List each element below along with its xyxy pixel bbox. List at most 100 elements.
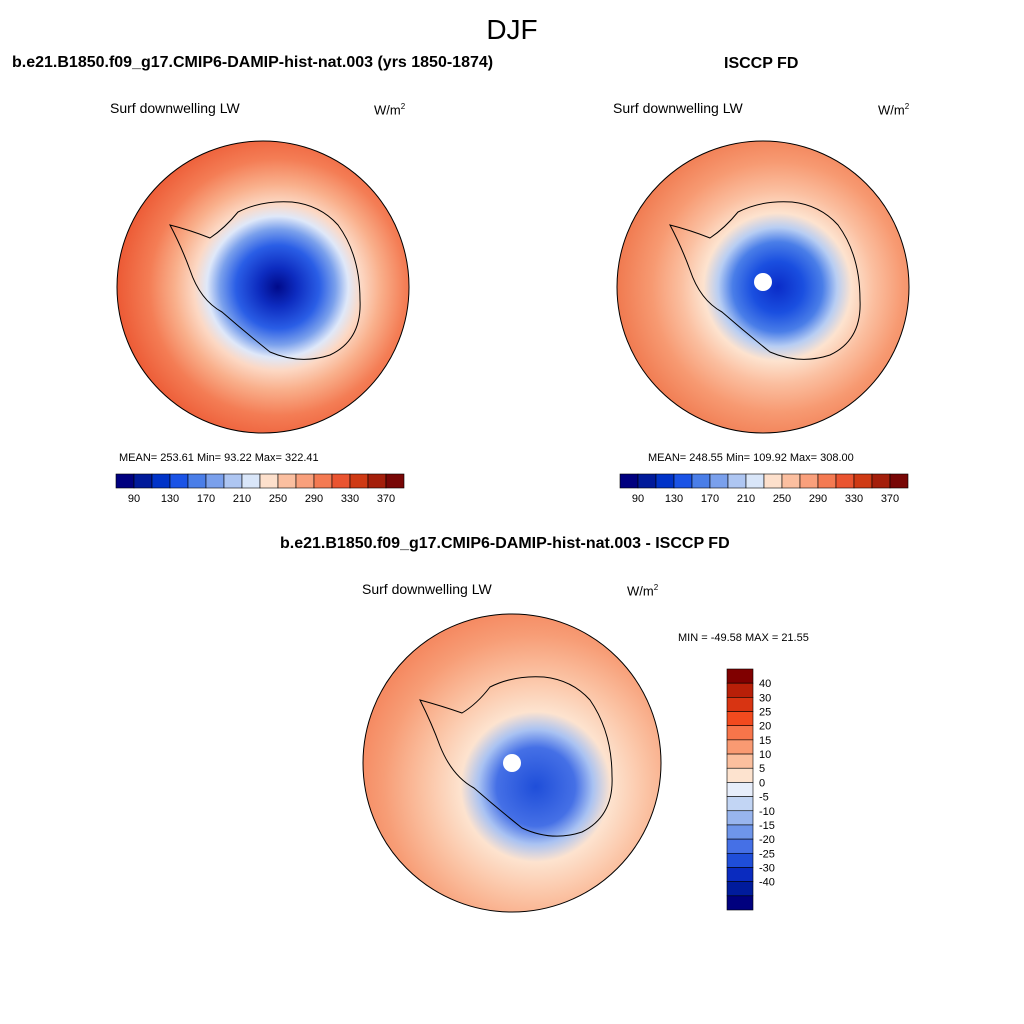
colorbar-tick-label: 10 [759, 749, 771, 761]
colorbar-swatch [726, 852, 754, 868]
colorbar-swatch [367, 473, 387, 489]
colorbar-swatch [726, 895, 754, 911]
colorbar-tick-label: 0 [759, 777, 765, 789]
colorbar-tick-label: 370 [377, 493, 395, 505]
obs-map-border [616, 140, 910, 434]
colorbar-swatch [726, 682, 754, 698]
colorbar-tick-label: -20 [759, 834, 775, 846]
obs-pole-hole [754, 273, 772, 291]
colorbar-tick-label: 25 [759, 707, 771, 719]
colorbar-swatch [835, 473, 855, 489]
colorbar-swatch [799, 473, 819, 489]
colorbar-tick-label: 20 [759, 721, 771, 733]
obs-stats: MEAN= 248.55 Min= 109.92 Max= 308.00 [648, 452, 854, 464]
colorbar-tick-label: -5 [759, 792, 769, 804]
colorbar-tick-label: 250 [269, 493, 287, 505]
colorbar-tick-label: 15 [759, 735, 771, 747]
colorbar-swatch [169, 473, 189, 489]
model-panel-title: b.e21.B1850.f09_g17.CMIP6-DAMIP-hist-nat… [12, 54, 494, 71]
colorbar-swatch [726, 753, 754, 769]
colorbar-swatch [727, 473, 747, 489]
colorbar-tick-label: -10 [759, 806, 775, 818]
diff-stats: MIN = -49.58 MAX = 21.55 [678, 632, 809, 644]
colorbar-swatch [853, 473, 873, 489]
colorbar-swatch [673, 473, 693, 489]
diff-units-label: W/m2 [627, 583, 659, 599]
colorbar-swatch [745, 473, 765, 489]
colorbar-swatch [871, 473, 891, 489]
colorbar-swatch [709, 473, 729, 489]
colorbar-tick-label: 250 [773, 493, 791, 505]
colorbar-tick-label: 330 [845, 493, 863, 505]
colorbar-swatch [889, 473, 909, 489]
diff-colorbar: 40 30 25 20 15 10 5 0 -5 -10 -15 -20 -25 -30 -40 [726, 668, 775, 911]
diff-variable-label: Surf downwelling LW [362, 581, 492, 597]
colorbar-tick-label: -30 [759, 862, 775, 874]
colorbar-tick-label: 210 [233, 493, 251, 505]
colorbar-tick-label: 40 [759, 678, 771, 690]
colorbar-swatch [726, 796, 754, 812]
model-units-label: W/m2 [374, 102, 406, 118]
colorbar-swatch [781, 473, 801, 489]
model-map-border [116, 140, 410, 434]
colorbar-swatch [619, 473, 639, 489]
colorbar-tick-label: 90 [632, 493, 644, 505]
colorbar-swatch [151, 473, 171, 489]
colorbar-tick-label: -15 [759, 820, 775, 832]
colorbar-tick-label: 290 [305, 493, 323, 505]
colorbar-tick-label: -25 [759, 848, 775, 860]
colorbar-tick-label: 30 [759, 692, 771, 704]
colorbar-tick-label: 370 [881, 493, 899, 505]
colorbar-tick-label: 130 [665, 493, 683, 505]
colorbar-swatch [133, 473, 153, 489]
colorbar-swatch [726, 697, 754, 712]
model-stats: MEAN= 253.61 Min= 93.22 Max= 322.41 [119, 452, 319, 464]
colorbar-swatch [385, 473, 405, 489]
model-variable-label: Surf downwelling LW [110, 100, 240, 116]
diff-map-border [362, 613, 662, 913]
colorbar-swatch [223, 473, 243, 489]
colorbar-tick-label: 5 [759, 763, 765, 775]
diff-map [363, 614, 661, 912]
colorbar-swatch [763, 473, 783, 489]
colorbar-swatch [726, 810, 754, 826]
colorbar-swatch [726, 838, 754, 854]
colorbar-tick-label: 170 [701, 493, 719, 505]
colorbar-swatch [726, 711, 754, 727]
colorbar-tick-label: 210 [737, 493, 755, 505]
colorbar-swatch [295, 473, 315, 489]
obs-variable-label: Surf downwelling LW [613, 100, 743, 116]
colorbar-swatch [726, 867, 754, 882]
model-map [117, 141, 409, 433]
figure-title: DJF [486, 14, 538, 45]
colorbar-swatch [726, 767, 754, 783]
colorbar-tick-label: 170 [197, 493, 215, 505]
colorbar-tick-label: 90 [128, 493, 140, 505]
colorbar-swatch [726, 725, 754, 741]
colorbar-swatch [726, 739, 754, 755]
colorbar-swatch [655, 473, 675, 489]
obs-colorbar: 90 130 170 210 250 290 330 370 [619, 473, 909, 505]
colorbar-swatch [205, 473, 225, 489]
diff-pole-hole [503, 754, 521, 772]
colorbar-swatch [637, 473, 657, 489]
colorbar-swatch [331, 473, 351, 489]
colorbar-swatch [241, 473, 261, 489]
model-colorbar: 90 130 170 210 250 290 330 370 [115, 473, 405, 505]
colorbar-tick-label: 290 [809, 493, 827, 505]
obs-units-label: W/m2 [878, 102, 910, 118]
colorbar-swatch [187, 473, 207, 489]
colorbar-swatch [115, 473, 135, 489]
colorbar-swatch [259, 473, 279, 489]
diff-panel-title: b.e21.B1850.f09_g17.CMIP6-DAMIP-hist-nat… [280, 535, 730, 552]
colorbar-swatch [726, 881, 754, 897]
colorbar-tick-label: 130 [161, 493, 179, 505]
colorbar-tick-label: -40 [759, 877, 775, 889]
obs-map [617, 141, 909, 433]
obs-panel-title: ISCCP FD [724, 55, 799, 72]
colorbar-swatch [691, 473, 711, 489]
colorbar-swatch [277, 473, 297, 489]
colorbar-swatch [313, 473, 333, 489]
colorbar-swatch [726, 668, 754, 684]
